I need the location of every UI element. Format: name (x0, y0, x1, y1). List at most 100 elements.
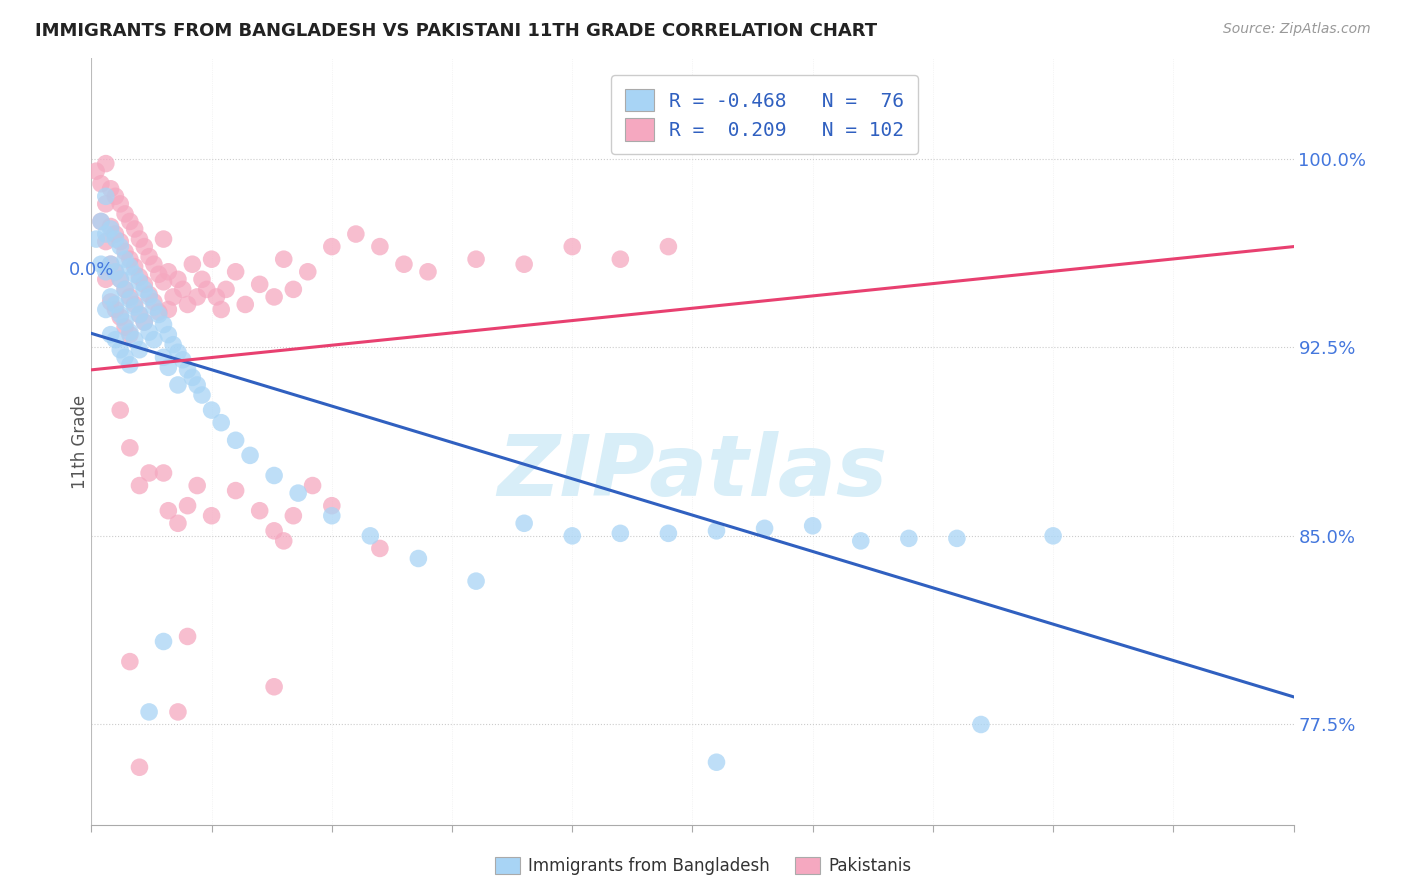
Point (225, 483, 247, 498)
Point (801, 518, 824, 533)
Point (181, 257, 204, 271)
Point (283, 508, 305, 523)
Point (201, 252, 224, 267)
Point (104, 333, 127, 347)
Point (142, 295, 165, 310)
Point (201, 403, 224, 417)
Point (104, 232, 127, 246)
Point (104, 302, 127, 317)
Point (148, 267, 170, 281)
Point (157, 504, 180, 518)
Point (176, 630, 198, 644)
Point (233, 297, 256, 311)
Point (263, 468, 285, 483)
Point (100, 257, 122, 271)
Point (657, 239, 679, 253)
Point (368, 541, 391, 556)
Point (128, 308, 150, 322)
Text: Source: ZipAtlas.com: Source: ZipAtlas.com (1223, 22, 1371, 37)
Point (706, 756, 728, 770)
Point (849, 533, 872, 548)
Point (118, 327, 141, 342)
Point (209, 416, 232, 430)
Point (114, 351, 136, 365)
Point (100, 219, 122, 234)
Point (118, 214, 141, 228)
Point (344, 227, 367, 241)
Point (114, 282, 136, 296)
Point (273, 252, 295, 267)
Point (128, 275, 150, 289)
Text: ZIPatlas: ZIPatlas (498, 431, 887, 514)
Point (94, 272, 117, 286)
Point (215, 282, 238, 296)
Point (283, 282, 305, 296)
Point (110, 403, 132, 417)
Point (90, 214, 112, 228)
Point (138, 325, 160, 339)
Point (465, 252, 488, 267)
Point (359, 529, 381, 543)
Legend: R = -0.468   N =  76, R =  0.209   N = 102: R = -0.468 N = 76, R = 0.209 N = 102 (612, 75, 918, 154)
Y-axis label: 11th Grade: 11th Grade (72, 394, 89, 489)
Point (167, 516, 190, 531)
Point (209, 302, 232, 317)
Point (134, 239, 156, 253)
Point (152, 351, 174, 365)
Point (100, 295, 122, 310)
Point (416, 265, 439, 279)
Point (201, 508, 224, 523)
Point (134, 315, 156, 329)
Point (94, 235, 117, 249)
Point (100, 257, 122, 271)
Point (128, 232, 150, 246)
Point (172, 282, 194, 296)
Point (138, 466, 160, 480)
Point (90, 177, 112, 191)
Point (167, 345, 190, 359)
Point (157, 302, 180, 317)
Point (134, 277, 156, 292)
Point (124, 297, 146, 311)
Point (186, 290, 208, 304)
Point (114, 320, 136, 334)
Point (191, 272, 214, 286)
Point (152, 232, 174, 246)
Point (110, 310, 132, 324)
Point (94, 189, 117, 203)
Point (152, 318, 174, 332)
Point (181, 370, 204, 384)
Point (94, 156, 117, 170)
Point (114, 244, 136, 259)
Point (128, 269, 150, 284)
Text: 0.0%: 0.0% (69, 261, 114, 279)
Point (94, 227, 117, 241)
Point (110, 272, 132, 286)
Point (124, 222, 146, 236)
Point (110, 197, 132, 211)
Point (167, 272, 190, 286)
Point (239, 449, 262, 463)
Point (297, 265, 319, 279)
Point (100, 290, 122, 304)
Point (176, 297, 198, 311)
Point (897, 532, 920, 546)
Point (94, 265, 117, 279)
Point (114, 315, 136, 329)
Point (148, 305, 170, 319)
Point (152, 466, 174, 480)
Point (321, 508, 343, 523)
Point (162, 290, 184, 304)
Point (110, 235, 132, 249)
Point (110, 343, 132, 357)
Point (946, 532, 969, 546)
Point (408, 551, 430, 566)
Point (90, 257, 112, 271)
Point (134, 282, 156, 296)
Point (263, 290, 285, 304)
Text: IMMIGRANTS FROM BANGLADESH VS PAKISTANI 11TH GRADE CORRELATION CHART: IMMIGRANTS FROM BANGLADESH VS PAKISTANI … (35, 22, 877, 40)
Point (152, 634, 174, 648)
Point (273, 533, 295, 548)
Point (195, 282, 218, 296)
Point (104, 265, 127, 279)
